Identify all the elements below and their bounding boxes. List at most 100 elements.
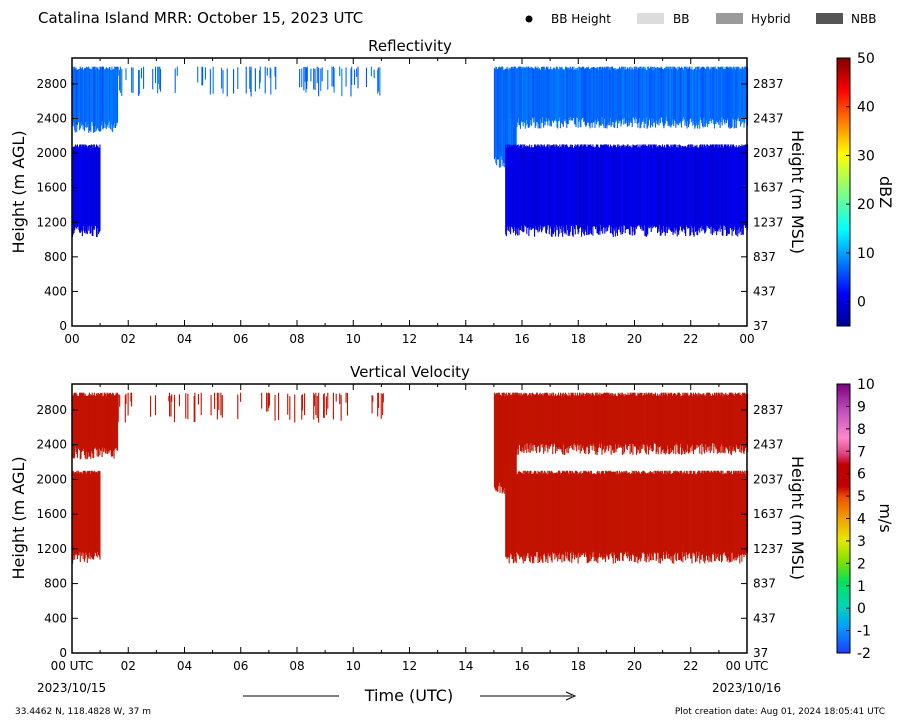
echo-column (535, 394, 537, 451)
echo-column (659, 471, 661, 564)
echo-column (493, 392, 495, 488)
echo-column (665, 66, 667, 121)
echo-column (86, 470, 88, 563)
echo-column (652, 394, 654, 451)
echo-column (575, 395, 577, 448)
echo-column (531, 147, 533, 229)
echo-column (558, 394, 560, 448)
echo-column (274, 394, 276, 421)
echo-column (535, 471, 537, 558)
echo-column (633, 392, 635, 445)
echo-column (567, 396, 569, 454)
echo-column (98, 147, 100, 233)
x-tick-label: 12 (402, 659, 417, 673)
echo-column (564, 472, 566, 552)
echo-column (663, 68, 665, 129)
echo-column (647, 392, 649, 455)
echo-column (547, 144, 549, 226)
y-tick-right-label: 437 (753, 284, 776, 298)
echo-column (542, 393, 544, 444)
echo-column (689, 66, 691, 119)
echo-column (630, 473, 632, 556)
echo-column (169, 392, 171, 417)
echo-column (531, 67, 533, 126)
echo-column (611, 472, 613, 557)
echo-column (595, 68, 597, 120)
echo-column (674, 144, 676, 234)
echo-column (598, 67, 600, 128)
reflectivity-panel: Reflectivity 00 02 04 06 08 10 12 14 16 18 20 22 000… (9, 37, 895, 346)
echo-column (639, 473, 641, 558)
echo-column (694, 394, 696, 449)
echo-column (642, 66, 645, 119)
echo-column (683, 147, 685, 229)
echo-column (635, 144, 638, 229)
echo-column (88, 144, 90, 226)
echo-column (664, 68, 666, 124)
echo-column (97, 393, 99, 449)
echo-column (102, 66, 104, 130)
echo-column (570, 147, 572, 226)
echo-column (131, 67, 133, 93)
velocity-title: Vertical Velocity (350, 363, 470, 381)
echo-column (688, 473, 690, 554)
echo-column (616, 396, 619, 449)
echo-column (588, 392, 590, 455)
echo-column (634, 392, 636, 448)
echo-column (638, 67, 640, 123)
echo-column (703, 470, 705, 559)
echo-column (88, 470, 90, 553)
echo-column (706, 470, 708, 557)
echo-column (82, 70, 84, 130)
x-tick-label: 14 (458, 332, 473, 346)
echo-column (668, 470, 671, 559)
echo-column (514, 66, 517, 124)
echo-column (589, 473, 591, 556)
echo-column (76, 69, 79, 125)
echo-column (696, 474, 698, 562)
echo-column (699, 393, 701, 454)
echo-column (630, 392, 632, 445)
echo-column (187, 393, 189, 420)
echo-column (519, 66, 521, 129)
echo-column (649, 472, 651, 554)
echo-column (628, 145, 630, 235)
echo-column (202, 67, 204, 86)
echo-column (620, 145, 622, 235)
echo-column (621, 146, 623, 235)
echo-column (601, 67, 603, 118)
echo-column (639, 144, 641, 228)
echo-column (693, 394, 695, 451)
echo-column (594, 474, 596, 558)
echo-column (691, 147, 693, 233)
echo-column (522, 66, 524, 127)
echo-column (507, 144, 509, 227)
echo-column (370, 66, 372, 77)
echo-column (106, 392, 108, 454)
echo-column (652, 67, 654, 120)
echo-column (739, 392, 741, 452)
echo-column (84, 67, 86, 128)
echo-column (249, 66, 251, 89)
echo-column (610, 66, 612, 127)
echo-column (237, 394, 239, 420)
echo-column (679, 393, 681, 448)
echo-column (688, 147, 690, 229)
echo-column (668, 393, 670, 455)
echo-column (739, 68, 742, 127)
echo-column (566, 67, 568, 128)
echo-column (690, 470, 692, 559)
echo-column (127, 392, 129, 416)
echo-column (623, 144, 625, 226)
legend-bb-swatch (637, 13, 664, 24)
echo-column (74, 66, 76, 131)
echo-column (703, 393, 705, 452)
echo-column (582, 144, 584, 230)
echo-column (662, 69, 664, 126)
echo-column (157, 66, 159, 94)
echo-column (634, 470, 636, 557)
echo-column (150, 395, 152, 417)
echo-column (574, 144, 576, 235)
echo-column (154, 395, 157, 416)
echo-column (718, 470, 720, 561)
